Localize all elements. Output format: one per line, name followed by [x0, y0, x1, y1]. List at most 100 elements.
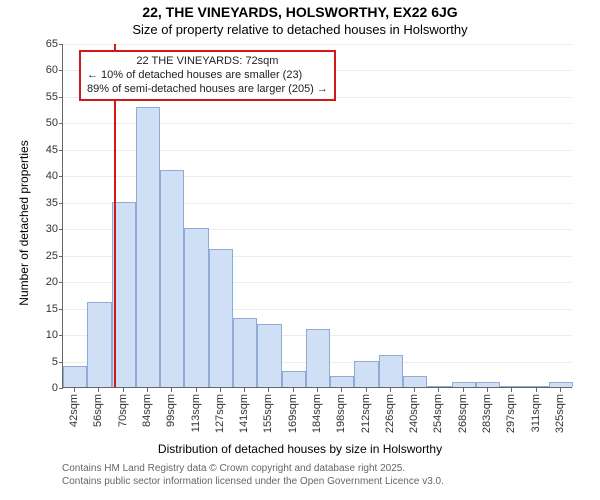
histogram-bar: [476, 382, 500, 387]
xtick-label: 297sqm: [505, 394, 517, 433]
ytick-label: 30: [46, 223, 58, 235]
marker-annotation: 22 THE VINEYARDS: 72sqm ← 10% of detache…: [79, 50, 336, 101]
xtick-mark: [196, 388, 197, 392]
ytick-label: 0: [52, 382, 58, 394]
histogram-bar: [354, 361, 378, 387]
ytick-mark: [59, 309, 63, 310]
chart-subtitle: Size of property relative to detached ho…: [0, 22, 600, 37]
xtick-label: 141sqm: [238, 394, 250, 433]
xtick-label: 240sqm: [408, 394, 420, 433]
xtick-mark: [487, 388, 488, 392]
xtick-mark: [293, 388, 294, 392]
ytick-mark: [59, 123, 63, 124]
ytick-mark: [59, 229, 63, 230]
histogram-bar: [257, 324, 281, 388]
xtick-mark: [438, 388, 439, 392]
xtick-label: 184sqm: [311, 394, 323, 433]
ytick-label: 65: [46, 38, 58, 50]
histogram-bar: [330, 376, 354, 387]
xtick-label: 56sqm: [92, 394, 104, 427]
histogram-bar: [549, 382, 573, 387]
ytick-label: 60: [46, 64, 58, 76]
histogram-bar: [427, 386, 451, 387]
xtick-label: 169sqm: [287, 394, 299, 433]
histogram-bar: [136, 107, 160, 387]
xtick-mark: [511, 388, 512, 392]
xtick-label: 212sqm: [360, 394, 372, 433]
histogram-bar: [306, 329, 330, 387]
xtick-label: 99sqm: [165, 394, 177, 427]
xtick-mark: [414, 388, 415, 392]
ytick-label: 55: [46, 91, 58, 103]
xtick-mark: [220, 388, 221, 392]
histogram-bar: [379, 355, 403, 387]
chart-title: 22, THE VINEYARDS, HOLSWORTHY, EX22 6JG: [0, 4, 600, 20]
xtick-mark: [463, 388, 464, 392]
xtick-mark: [171, 388, 172, 392]
xtick-mark: [341, 388, 342, 392]
histogram-chart: 22, THE VINEYARDS, HOLSWORTHY, EX22 6JG …: [0, 0, 600, 500]
x-axis-label: Distribution of detached houses by size …: [0, 442, 600, 456]
annotation-line-2: 89% of semi-detached houses are larger (…: [87, 83, 328, 97]
ytick-label: 50: [46, 117, 58, 129]
xtick-mark: [560, 388, 561, 392]
attribution-line-1: Contains public sector information licen…: [62, 475, 444, 488]
ytick-mark: [59, 362, 63, 363]
ytick-label: 5: [52, 356, 58, 368]
xtick-label: 42sqm: [68, 394, 80, 427]
ytick-mark: [59, 335, 63, 336]
ytick-label: 25: [46, 250, 58, 262]
ytick-mark: [59, 44, 63, 45]
xtick-mark: [317, 388, 318, 392]
xtick-label: 84sqm: [141, 394, 153, 427]
xtick-mark: [268, 388, 269, 392]
ytick-label: 10: [46, 329, 58, 341]
gridline: [63, 44, 572, 45]
histogram-bar: [209, 249, 233, 387]
xtick-label: 198sqm: [335, 394, 347, 433]
xtick-mark: [390, 388, 391, 392]
ytick-mark: [59, 282, 63, 283]
histogram-bar: [452, 382, 476, 387]
xtick-label: 311sqm: [530, 394, 542, 432]
histogram-bar: [403, 376, 427, 387]
xtick-label: 254sqm: [432, 394, 444, 433]
xtick-label: 113sqm: [190, 394, 202, 432]
ytick-label: 40: [46, 170, 58, 182]
annotation-line-1: ← 10% of detached houses are smaller (23…: [87, 69, 328, 83]
xtick-mark: [244, 388, 245, 392]
histogram-bar: [87, 302, 111, 387]
xtick-label: 70sqm: [117, 394, 129, 427]
ytick-mark: [59, 388, 63, 389]
ytick-label: 15: [46, 303, 58, 315]
histogram-bar: [160, 170, 184, 387]
xtick-label: 127sqm: [214, 394, 226, 433]
xtick-label: 325sqm: [554, 394, 566, 433]
ytick-label: 20: [46, 276, 58, 288]
ytick-label: 35: [46, 197, 58, 209]
xtick-label: 226sqm: [384, 394, 396, 433]
histogram-bar: [524, 386, 548, 387]
ytick-mark: [59, 70, 63, 71]
xtick-mark: [147, 388, 148, 392]
xtick-mark: [74, 388, 75, 392]
annotation-line-0: 22 THE VINEYARDS: 72sqm: [87, 55, 328, 69]
attribution-text: Contains HM Land Registry data © Crown c…: [62, 462, 444, 488]
y-axis-label: Number of detached properties: [17, 133, 31, 313]
attribution-line-0: Contains HM Land Registry data © Crown c…: [62, 462, 444, 475]
xtick-label: 283sqm: [481, 394, 493, 433]
xtick-mark: [536, 388, 537, 392]
ytick-mark: [59, 176, 63, 177]
histogram-bar: [500, 386, 524, 387]
xtick-label: 155sqm: [262, 394, 274, 433]
histogram-bar: [233, 318, 257, 387]
plot-area: 22 THE VINEYARDS: 72sqm ← 10% of detache…: [62, 44, 572, 388]
ytick-label: 45: [46, 144, 58, 156]
xtick-mark: [366, 388, 367, 392]
xtick-label: 268sqm: [457, 394, 469, 433]
xtick-mark: [98, 388, 99, 392]
ytick-mark: [59, 97, 63, 98]
ytick-mark: [59, 256, 63, 257]
histogram-bar: [63, 366, 87, 387]
ytick-mark: [59, 150, 63, 151]
